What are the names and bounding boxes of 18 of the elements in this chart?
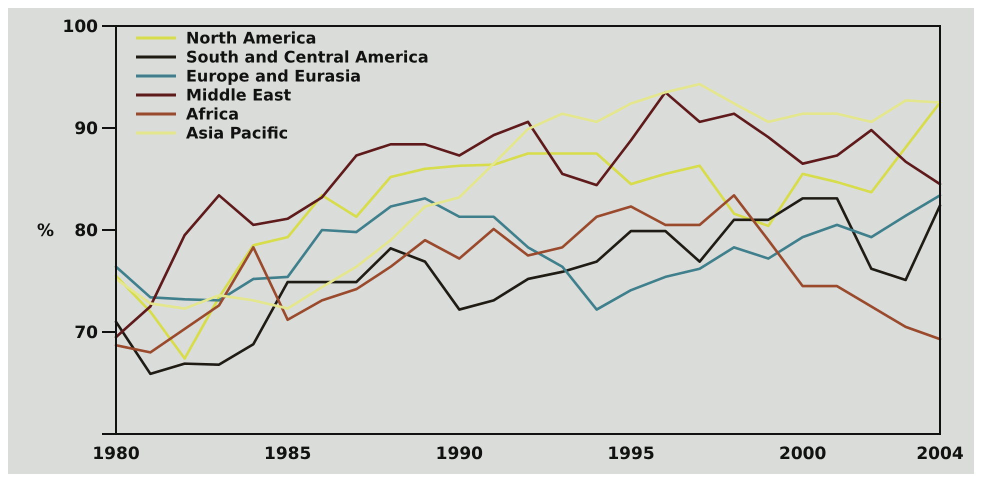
x-tick-label: 1980 <box>92 444 140 464</box>
legend-label: Asia Pacific <box>186 124 288 143</box>
x-tick-label: 2000 <box>779 444 826 464</box>
y-axis-title: % <box>36 220 54 241</box>
y-tick-label: 80 <box>74 220 98 241</box>
legend-label: North America <box>186 28 316 48</box>
x-tick-label: 1985 <box>264 444 312 464</box>
legend-label: Middle East <box>186 86 292 105</box>
line-series <box>114 194 942 311</box>
legend-label: South and Central America <box>186 48 429 67</box>
y-tick-label: 90 <box>74 118 98 139</box>
legend-label: Europe and Eurasia <box>186 66 362 86</box>
legend-label: Africa <box>186 104 239 124</box>
x-tick-label: 1995 <box>607 444 655 464</box>
y-tick-label: 70 <box>74 322 98 343</box>
x-tick-label: 1990 <box>436 444 484 464</box>
y-tick-label: 100 <box>62 16 98 37</box>
x-tick-label: 2004 <box>916 444 964 464</box>
